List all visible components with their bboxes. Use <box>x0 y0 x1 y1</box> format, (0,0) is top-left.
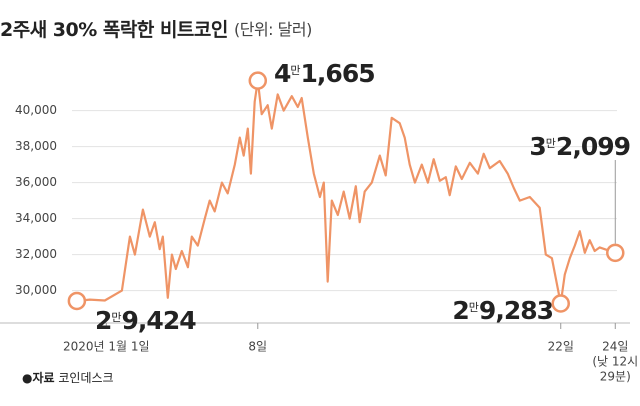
annotation: 3만2,099 <box>529 132 630 161</box>
highlight-point <box>67 291 87 311</box>
y-tick-label: 36,000 <box>15 175 57 189</box>
x-tick-label: 8일 <box>248 340 267 354</box>
annotation-part: 3 <box>529 132 545 161</box>
annotation-part: 9,424 <box>122 306 197 335</box>
y-tick-label: 30,000 <box>15 283 57 297</box>
annotation-part: 1,665 <box>301 59 375 88</box>
highlight-point <box>551 294 570 313</box>
source-label: ●자료 <box>22 370 55 385</box>
annotation-part: 2 <box>95 306 111 335</box>
annotation-part: 만 <box>111 311 121 324</box>
annotation-part: 만 <box>469 301 479 314</box>
x-tick-label: 29분) <box>600 370 631 384</box>
price-line <box>76 79 616 305</box>
annotation: 2만9,424 <box>95 306 196 335</box>
x-tick-label: 22일 <box>548 340 574 354</box>
annotation-part: 만 <box>546 137 556 150</box>
source: ●자료 코인데스크 <box>22 370 114 385</box>
chart-title: 2주새 30% 폭락한 비트코인 (단위: 달러) <box>0 19 312 41</box>
annotation: 2만9,283 <box>452 296 553 325</box>
highlight-point <box>606 243 625 263</box>
x-tick-label: (낮 12시 <box>592 355 638 369</box>
x-tick-label: 24일 <box>602 340 628 354</box>
y-tick-label: 40,000 <box>15 103 57 117</box>
annotation-part: 만 <box>290 64 300 77</box>
highlight-point <box>248 71 268 90</box>
y-tick-label: 34,000 <box>15 211 57 225</box>
annotation: 4만1,665 <box>274 59 375 88</box>
unit: (단위: 달러) <box>234 20 312 39</box>
annotation-part: 2 <box>452 296 468 325</box>
y-tick-label: 38,000 <box>15 139 57 153</box>
annotation-part: 4 <box>274 59 291 88</box>
source-name: 코인데스크 <box>58 371 113 385</box>
annotation-part: 9,283 <box>479 296 553 325</box>
y-tick-label: 32,000 <box>15 247 57 261</box>
x-tick-label: 2020년 1월 1일 <box>63 340 150 354</box>
title: 2주새 30% 폭락한 비트코인 <box>0 19 228 41</box>
annotation-part: 2,099 <box>556 132 630 161</box>
